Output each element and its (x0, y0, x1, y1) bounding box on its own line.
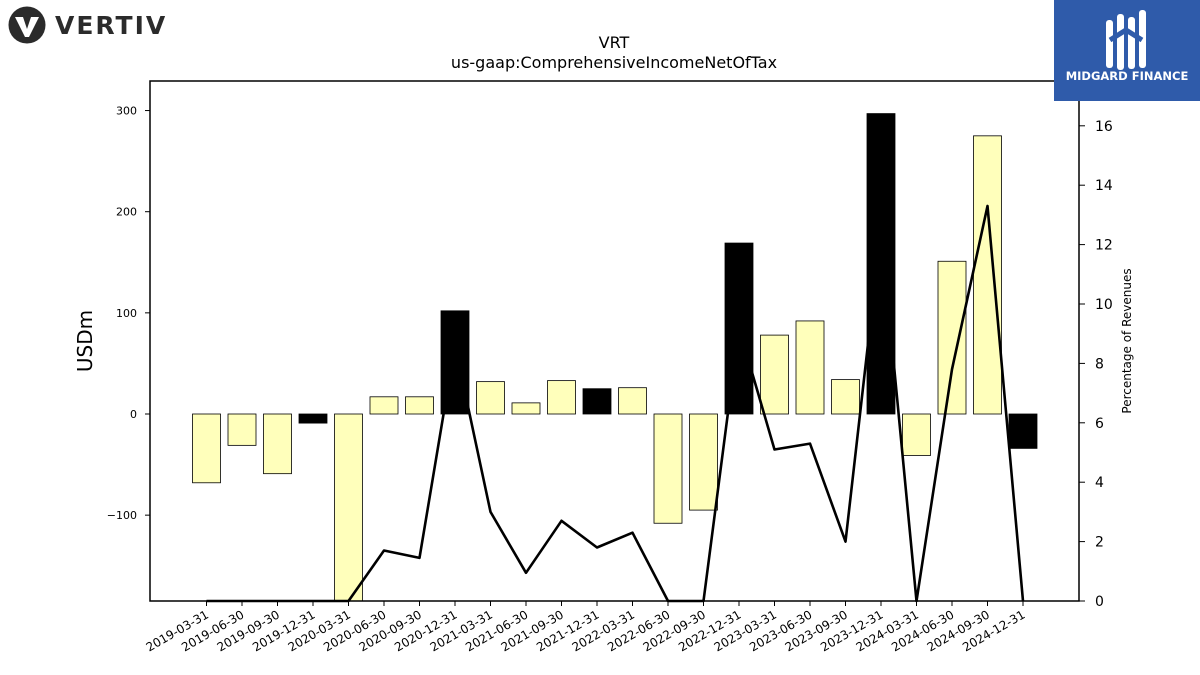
bar-2020-03-31 (334, 413, 363, 602)
plot-frame (149, 80, 1080, 602)
y-tick-label: 0 (130, 408, 137, 421)
midgard-finance-logo: MIDGARD FINANCE (1054, 0, 1200, 101)
bar-2023-03-31 (760, 334, 789, 415)
pct-revenue-line (206, 204, 1025, 603)
bar-2022-06-30 (653, 413, 683, 524)
bar-2023-09-30 (831, 379, 860, 415)
bar-2023-12-31 (866, 113, 896, 415)
y-axis: −100 0 100 200 300 (107, 105, 150, 522)
bar-2019-12-31 (298, 413, 328, 424)
vertiv-logo: VERTIV (8, 6, 167, 44)
y2-tick-label: 2 (1095, 535, 1104, 551)
y2-tick-label: 12 (1095, 238, 1113, 254)
y2-tick-label: 16 (1095, 119, 1113, 135)
vertiv-chevron-logo-icon (8, 6, 46, 44)
bar-2020-09-30 (405, 396, 434, 415)
midgard-logo-icon (1106, 10, 1146, 70)
vertiv-wordmark: VERTIV (55, 10, 168, 40)
y2-tick-label: 8 (1095, 356, 1104, 372)
midgard-wordmark: MIDGARD FINANCE (1065, 69, 1189, 83)
bar-2022-03-31 (618, 387, 647, 415)
y-tick-label: 200 (116, 206, 137, 219)
bar-2019-03-31 (192, 413, 221, 484)
bar-2023-06-30 (795, 320, 825, 415)
bars-layer (192, 113, 1038, 602)
bar-2021-12-31 (582, 388, 612, 415)
bar-2019-06-30 (227, 413, 257, 446)
bar-2021-03-31 (476, 381, 505, 415)
bar-2021-06-30 (511, 402, 541, 415)
y-tick-label: −100 (107, 509, 137, 522)
y-tick-label: 300 (116, 105, 137, 118)
bar-2024-03-31 (902, 413, 931, 456)
y-tick-label: 100 (116, 307, 137, 320)
y2-axis-label: Percentage of Revenues (1120, 268, 1134, 413)
y2-axis: 0 2 4 6 8 10 12 14 16 (1079, 119, 1113, 610)
bar-2021-09-30 (547, 380, 576, 415)
y-axis-label: USDm (73, 310, 97, 372)
bar-2024-06-30 (937, 260, 967, 415)
x-axis: 2019-03-312019-06-302019-09-302019-12-31… (144, 601, 1028, 654)
bar-2020-06-30 (369, 396, 399, 415)
y2-tick-label: 14 (1095, 178, 1113, 194)
line-layer (206, 204, 1025, 603)
y2-tick-label: 10 (1095, 297, 1113, 313)
bar-2024-12-31 (1008, 413, 1038, 449)
chart-title: VRT (599, 33, 630, 52)
y2-tick-label: 6 (1095, 416, 1104, 432)
bar-2024-09-30 (973, 135, 1002, 415)
y2-tick-label: 0 (1095, 594, 1104, 610)
bar-2019-09-30 (263, 413, 292, 475)
chart-subtitle: us-gaap:ComprehensiveIncomeNetOfTax (451, 53, 777, 72)
y2-tick-label: 4 (1095, 475, 1104, 491)
bar-2022-09-30 (689, 413, 718, 511)
